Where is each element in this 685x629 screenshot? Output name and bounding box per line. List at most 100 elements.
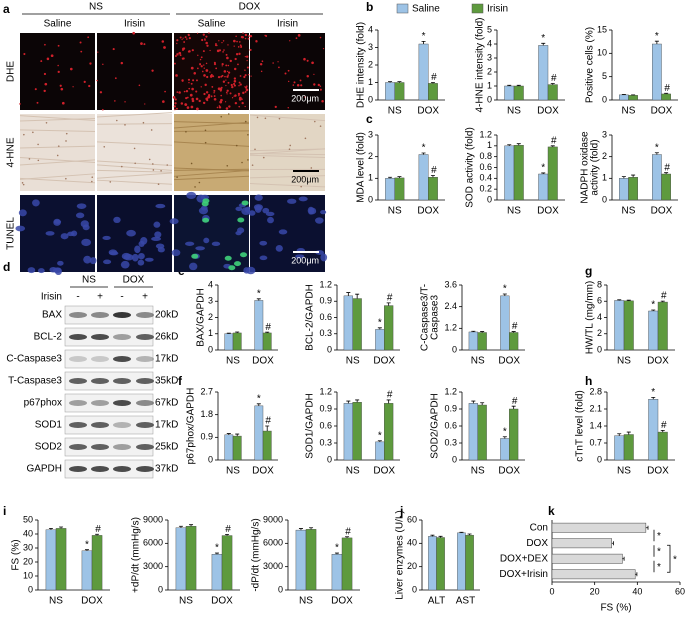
bar bbox=[175, 527, 187, 591]
stain-dot bbox=[205, 35, 208, 38]
stain-dot bbox=[244, 74, 247, 77]
bar bbox=[384, 403, 394, 461]
stain-dot bbox=[250, 75, 252, 77]
bar bbox=[538, 173, 549, 201]
significance-mark: # bbox=[95, 524, 101, 535]
error-bar bbox=[346, 292, 351, 296]
error-bar bbox=[421, 40, 426, 44]
stain-dot bbox=[87, 36, 90, 39]
x-tick-label: DOX bbox=[498, 466, 520, 477]
x-tick-label: NS bbox=[622, 106, 636, 117]
tunel-positive bbox=[228, 265, 236, 271]
group-label: DOX bbox=[239, 2, 261, 13]
bar bbox=[661, 173, 671, 201]
error-bar bbox=[430, 534, 435, 537]
bar bbox=[375, 329, 385, 351]
stain-dot bbox=[57, 70, 60, 74]
error-bar bbox=[611, 541, 614, 546]
stain-dot bbox=[241, 101, 244, 105]
fiber bbox=[173, 121, 250, 129]
stain-dot bbox=[206, 75, 209, 79]
stain-dot bbox=[242, 32, 244, 34]
bar bbox=[262, 430, 272, 461]
x-tick-label: DOX bbox=[252, 356, 274, 367]
stain-dot bbox=[213, 89, 216, 92]
stain-dot bbox=[46, 57, 50, 61]
stain-dot bbox=[57, 145, 60, 147]
band bbox=[113, 356, 131, 362]
error-bar bbox=[622, 556, 625, 561]
group-label: DOX bbox=[123, 275, 145, 286]
y-tick-label: 0.9 bbox=[319, 296, 332, 306]
bar bbox=[614, 300, 625, 351]
stain-dot bbox=[80, 50, 83, 53]
y-tick-label: 10 bbox=[597, 48, 607, 58]
stain-dot bbox=[304, 96, 307, 98]
stain-dot bbox=[300, 185, 302, 188]
band bbox=[69, 378, 87, 384]
size-label: 25kD bbox=[155, 442, 178, 453]
significance-mark: * bbox=[541, 163, 545, 174]
stain-dot bbox=[199, 62, 201, 65]
stain-dot bbox=[222, 51, 224, 53]
stain-dot bbox=[195, 97, 199, 101]
protein-label: BAX bbox=[42, 310, 62, 321]
stain-dot bbox=[34, 88, 37, 91]
stain-dot bbox=[97, 51, 99, 53]
fiber bbox=[96, 112, 173, 118]
bar bbox=[224, 434, 234, 461]
error-bar bbox=[617, 299, 622, 301]
stain-dot bbox=[205, 41, 208, 45]
significance-mark: * bbox=[655, 142, 659, 153]
stain-dot bbox=[244, 105, 246, 108]
x-tick-label: DOX bbox=[647, 466, 669, 477]
significance-mark: * bbox=[651, 300, 655, 311]
bar bbox=[352, 298, 362, 351]
y-tick-label: 30 bbox=[23, 542, 33, 552]
bar bbox=[477, 332, 487, 351]
y-axis-title: SOD2/GAPDH bbox=[430, 393, 441, 459]
stain-dot bbox=[213, 63, 217, 66]
stain-dot bbox=[233, 45, 235, 47]
y-tick-label: 0 bbox=[278, 584, 283, 594]
nucleus bbox=[308, 207, 317, 215]
significance-mark: # bbox=[664, 162, 670, 173]
error-bar bbox=[621, 176, 626, 179]
bar bbox=[55, 528, 67, 591]
bar bbox=[657, 431, 668, 461]
band bbox=[91, 334, 109, 340]
stain-dot bbox=[65, 177, 67, 180]
stain-dot bbox=[44, 43, 46, 46]
y-tick-label: 0.7 bbox=[589, 437, 602, 447]
nucleus bbox=[320, 209, 327, 215]
fiber bbox=[249, 183, 326, 188]
y-tick-label: 1.4 bbox=[589, 420, 602, 430]
bar bbox=[185, 526, 197, 591]
bar bbox=[384, 305, 394, 351]
fiber bbox=[19, 115, 96, 121]
error-bar bbox=[626, 299, 631, 301]
y-axis-title: MDA level (fold) bbox=[356, 132, 367, 203]
stain-dot bbox=[319, 85, 322, 87]
stain-dot bbox=[91, 180, 93, 183]
micrograph bbox=[250, 114, 325, 191]
lane-sign: - bbox=[76, 292, 79, 303]
significance-mark: * bbox=[657, 531, 661, 542]
stain-dot bbox=[220, 94, 223, 97]
significance-mark: # bbox=[551, 73, 557, 84]
nucleus bbox=[27, 267, 36, 274]
stain-dot bbox=[230, 83, 233, 87]
stain-dot bbox=[134, 162, 136, 165]
bar bbox=[81, 550, 93, 591]
band bbox=[113, 400, 131, 406]
stain-dot bbox=[114, 100, 116, 102]
nucleus bbox=[81, 238, 91, 247]
stain-dot bbox=[187, 33, 190, 36]
y-tick-label: 0 bbox=[597, 454, 602, 464]
stain-dot bbox=[175, 107, 178, 110]
nucleus bbox=[195, 246, 205, 251]
stain-dot bbox=[245, 85, 248, 88]
bar bbox=[428, 83, 438, 101]
significance-mark: # bbox=[512, 396, 518, 407]
stain-dot bbox=[194, 186, 196, 188]
